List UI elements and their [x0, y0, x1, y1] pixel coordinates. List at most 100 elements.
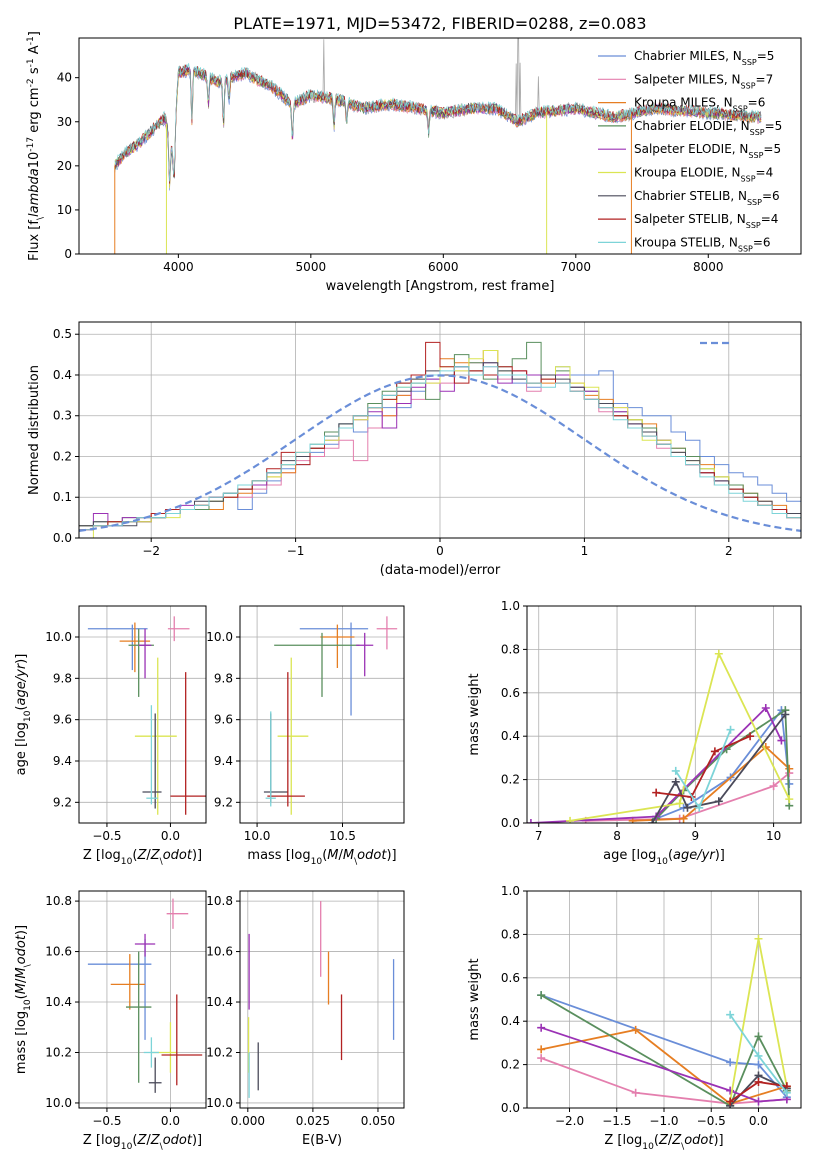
- axes-frame: [78, 890, 207, 1109]
- y-axis-label: mass [log10(M/M\odot)]: [14, 925, 33, 1074]
- weight-point: [746, 732, 755, 741]
- axes-frame: [239, 890, 405, 1109]
- plot-content: [537, 934, 791, 1108]
- legend: Chabrier MILES, NSSP=5 Salpeter MILES, NS…: [598, 49, 782, 253]
- weight-line-7: [656, 735, 751, 798]
- weight-point: [671, 766, 680, 775]
- legend-label: Kroupa STELIB, NSSP=6: [634, 235, 771, 253]
- y-tick-label: 10.0: [206, 1096, 233, 1110]
- axes-age_vs_mass: 10.0 10.5 9.2 9.4 9.6 9.8 10.0 mass [log10(M/M\…: [206, 605, 405, 867]
- y-tick-label: 10.2: [45, 1045, 72, 1059]
- y-tick-label: 10.0: [45, 1096, 72, 1110]
- y-tick-label: 0.6: [501, 971, 520, 985]
- y-tick-label: 9.2: [214, 795, 233, 809]
- y-tick-label: 10.4: [206, 995, 233, 1009]
- y-tick-label: 9.4: [214, 754, 233, 768]
- weight-point: [754, 1097, 763, 1106]
- axes-frame: [526, 605, 802, 824]
- x-tick-label: 8: [613, 829, 621, 843]
- weight-point: [785, 795, 794, 804]
- weight-point: [714, 649, 723, 658]
- x-tick-label: 9: [691, 829, 699, 843]
- legend-label: Chabrier MILES, NSSP=5: [634, 49, 774, 67]
- y-tick-label: 9.2: [53, 795, 72, 809]
- plot-content: [87, 898, 203, 1093]
- plot-area: [79, 891, 206, 1108]
- y-tick-label: 10.2: [206, 1045, 233, 1059]
- weight-point: [527, 819, 535, 823]
- y-axis-label: age [log10(age/yr)]: [14, 654, 33, 776]
- x-tick-label: 1: [581, 544, 589, 558]
- weight-point: [671, 777, 680, 786]
- weight-line-4: [530, 706, 783, 823]
- weight-line-2: [541, 1028, 788, 1105]
- y-tick-label: 10.8: [45, 894, 72, 908]
- normal-curve: [79, 374, 801, 532]
- weight-point: [631, 1025, 640, 1034]
- y-tick-label: 0.5: [53, 327, 72, 341]
- y-tick-label: 0.3: [53, 409, 72, 423]
- x-tick-label: −2: [142, 544, 160, 558]
- legend-label: Kroupa MILES, NSSP=6: [634, 96, 765, 114]
- x-tick-label: 4000: [163, 260, 194, 274]
- axes-mass_weight_vs_age: 7 8 9 10 0.0 0.2 0.4 0.6 0.8 1.0 age [log10(age/yr…: [467, 599, 802, 867]
- weight-point: [781, 710, 790, 719]
- y-tick-label: 0.0: [501, 816, 520, 830]
- y-axis-label: mass weight: [467, 673, 482, 755]
- x-tick-label: 0.025: [296, 1114, 330, 1128]
- y-tick-label: 40: [57, 71, 72, 85]
- legend-label: Chabrier STELIB, NSSP=6: [634, 189, 780, 207]
- axes-frame: [239, 605, 405, 824]
- axes-frame: [78, 37, 802, 255]
- weight-point: [683, 803, 692, 812]
- weight-line-4: [540, 1026, 787, 1103]
- y-tick-label: 9.6: [53, 713, 72, 727]
- y-tick-label: 0.1: [53, 490, 72, 504]
- x-axis-label: Z [log10(Z/Z\odot)]: [83, 1133, 202, 1152]
- plot-content: [247, 901, 395, 1098]
- x-tick-label: 0.050: [361, 1114, 395, 1128]
- x-tick-label: 0.000: [231, 1114, 265, 1128]
- weight-point: [769, 782, 778, 791]
- axes-residual_histogram: −2 −1 0 1 2 0.0 0.1 0.2 0.3 0.4 0.5 (data-model)/er…: [27, 321, 802, 578]
- weight-point: [652, 788, 661, 797]
- weight-point: [782, 1088, 791, 1097]
- axes-age_vs_metallicity: −0.5 0.0 9.2 9.4 9.6 9.8 10.0 Z [log10(Z/Z\odot…: [14, 605, 207, 867]
- axes-frame: [78, 605, 207, 824]
- axes-mass_vs_ebv: 0.000 0.025 0.050 10.0 10.2 10.4 10.6 10.8 E(B-V…: [206, 890, 405, 1148]
- y-tick-label: 0.4: [501, 729, 520, 743]
- weight-point: [726, 1010, 735, 1019]
- y-tick-label: 1.0: [501, 884, 520, 898]
- y-tick-label: 0.8: [501, 927, 520, 941]
- y-axis-label: Normed distribution: [27, 365, 42, 495]
- x-tick-label: −0.5: [697, 1114, 726, 1128]
- weight-point: [777, 736, 786, 745]
- y-tick-label: 20: [57, 159, 72, 173]
- weight-point: [648, 819, 657, 823]
- y-tick-label: 0.8: [501, 642, 520, 656]
- y-tick-label: 10.6: [45, 945, 72, 959]
- x-tick-label: −0.5: [92, 829, 121, 843]
- x-tick-label: 0.0: [161, 829, 180, 843]
- plot-content: [79, 341, 801, 538]
- weight-point: [754, 1077, 763, 1086]
- x-tick-label: −2.0: [555, 1114, 584, 1128]
- weight-point: [537, 991, 546, 1000]
- weight-point: [679, 814, 688, 823]
- x-axis-label: age [log10(age/yr)]: [603, 848, 725, 867]
- axes-mass_vs_metallicity: −0.5 0.0 10.0 10.2 10.4 10.6 10.8 Z [log10(Z/Z\…: [14, 890, 207, 1152]
- plot-content: [527, 649, 794, 823]
- y-tick-label: 0.0: [501, 1101, 520, 1115]
- x-axis-label: mass [log10(M/M\odot)]: [247, 848, 396, 867]
- plot-content: [114, 38, 762, 254]
- legend-label: Salpeter ELODIE, NSSP=5: [634, 142, 781, 160]
- weight-point: [714, 797, 723, 806]
- y-tick-label: 10.6: [206, 945, 233, 959]
- weight-point: [537, 1023, 546, 1032]
- plot-area: [79, 606, 206, 823]
- weight-point: [761, 703, 770, 712]
- weight-point: [726, 1058, 735, 1067]
- figure-title: PLATE=1971, MJD=53472, FIBERID=0288, z=0…: [233, 14, 646, 33]
- y-tick-label: 9.8: [214, 671, 233, 685]
- weight-point: [785, 764, 794, 773]
